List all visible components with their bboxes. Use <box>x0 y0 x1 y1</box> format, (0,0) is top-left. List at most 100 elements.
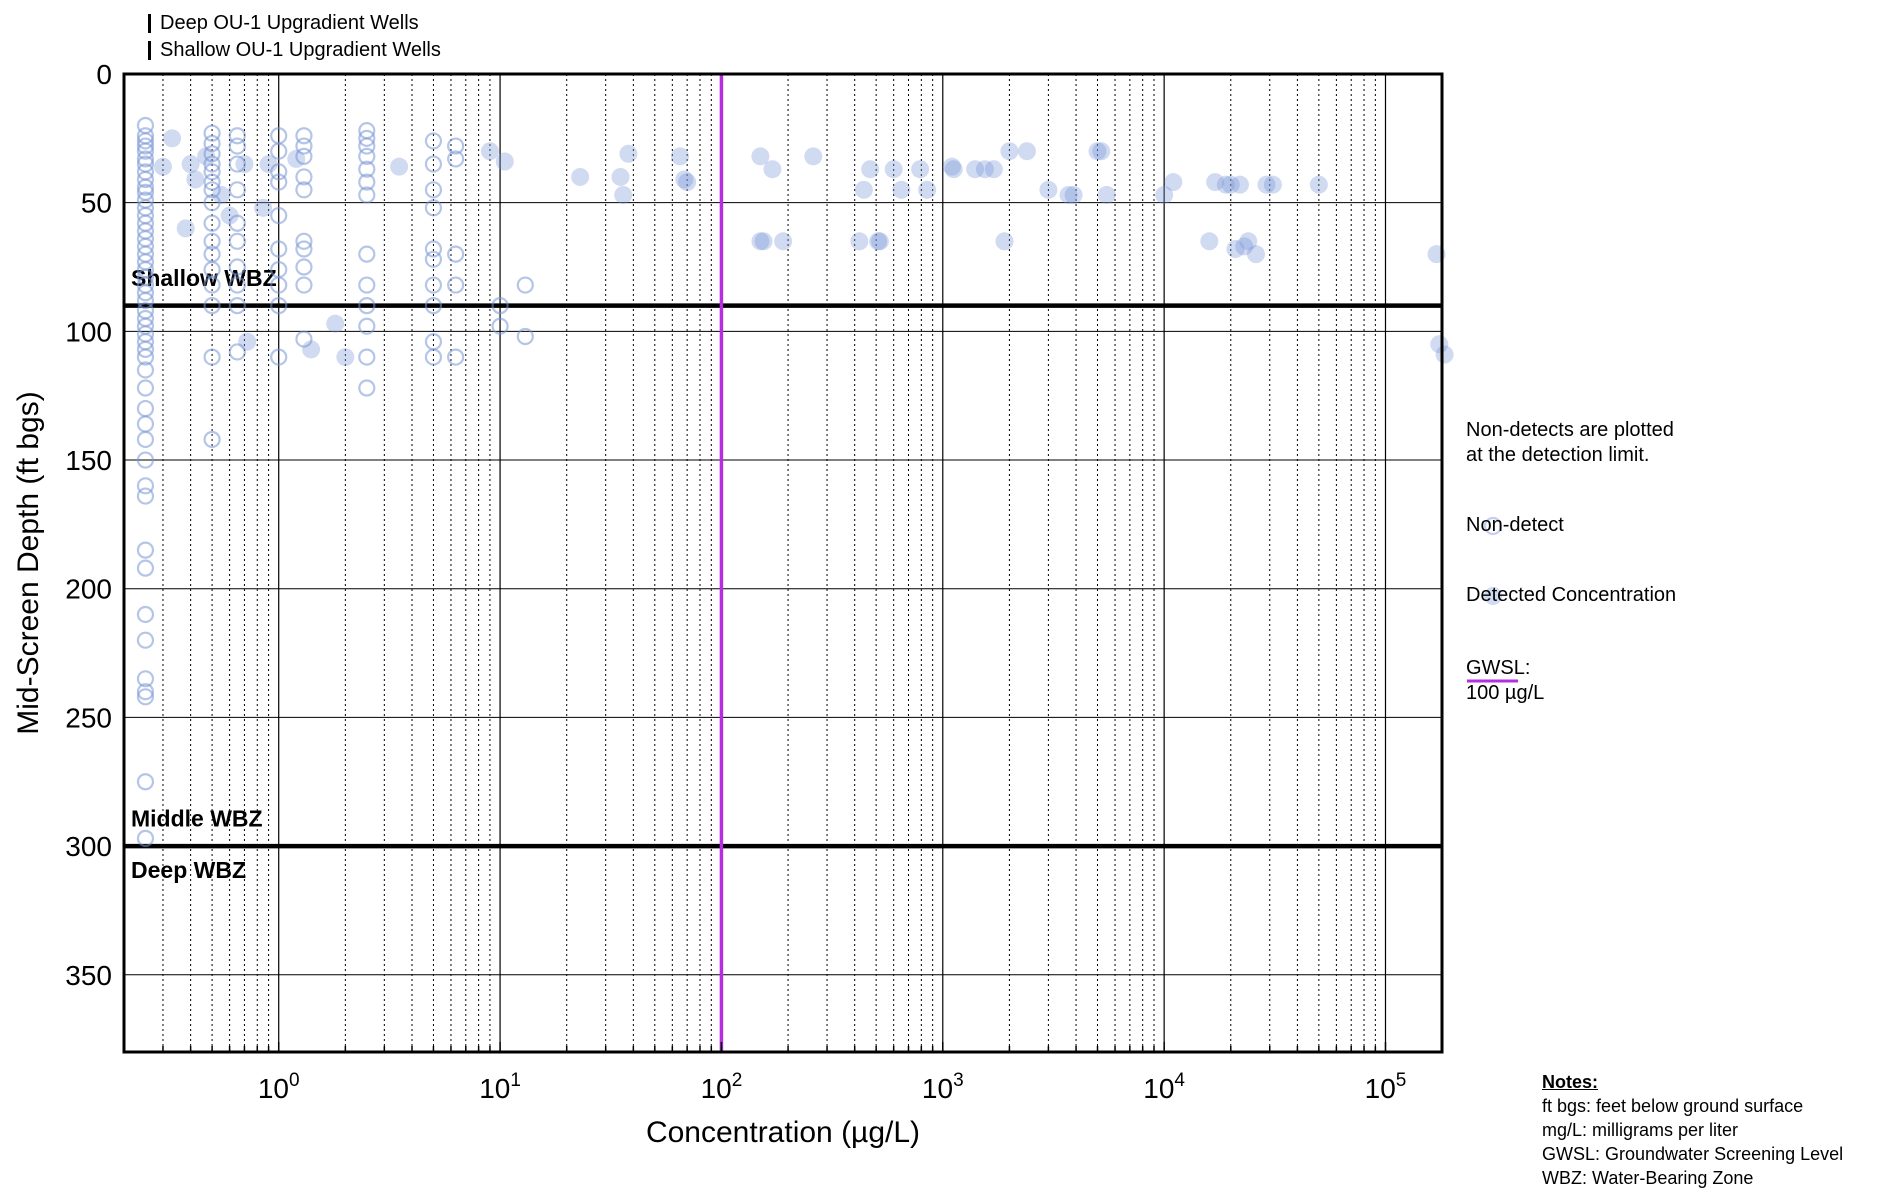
y-tick-label: 200 <box>65 574 112 605</box>
nondetect-point <box>228 343 246 361</box>
detected-point <box>911 160 930 179</box>
detected-point <box>884 160 903 179</box>
nondetect-point <box>136 430 155 449</box>
detected-point <box>918 180 937 199</box>
x-tick-label: 104 <box>1143 1070 1185 1104</box>
nondetect-point <box>358 245 376 263</box>
nondetect-point <box>203 297 221 315</box>
detected-point <box>611 167 630 186</box>
nondetect-point <box>424 132 443 150</box>
detected-point <box>751 147 770 166</box>
nondetect-point <box>136 379 155 397</box>
nondetect-point <box>424 276 443 294</box>
detected-point <box>235 155 254 174</box>
detected-point <box>1226 240 1245 259</box>
detected-point <box>966 160 985 179</box>
nondetect-point <box>203 173 221 191</box>
nondetect-point <box>203 430 221 449</box>
detected-point <box>614 185 633 204</box>
x-tick-label: 102 <box>701 1070 743 1104</box>
nondetect-point <box>270 206 288 225</box>
nondetect-point <box>136 291 155 310</box>
nondetect-point <box>136 670 155 688</box>
nondetect-point <box>228 276 246 294</box>
nondetect-point <box>136 399 155 418</box>
x-tick-label: 103 <box>922 1070 964 1104</box>
data-points <box>136 116 1454 847</box>
detected-point <box>1088 142 1107 161</box>
nondetect-point <box>203 348 221 366</box>
nondetect-point <box>358 379 376 397</box>
nondetect-point <box>136 348 155 366</box>
detected-point <box>995 232 1014 251</box>
detected-point <box>390 157 409 176</box>
legend-nondetect-label: Non-detect <box>1466 514 1564 536</box>
nondetect-point <box>358 276 376 294</box>
detected-point <box>751 232 770 251</box>
nondetect-point <box>228 127 246 145</box>
detected-point <box>1221 175 1240 194</box>
nondetect-point <box>295 168 313 186</box>
y-tick-label: 350 <box>65 960 112 991</box>
nondetect-point <box>203 181 221 199</box>
axis-ticks: 0 50 100 150 200 250 300 350 100 101 102 103 104 105 <box>65 59 1406 1104</box>
detected-point <box>259 155 278 174</box>
nondetect-point <box>270 173 288 191</box>
detected-point <box>1263 175 1282 194</box>
detected-point <box>675 170 694 189</box>
nondetect-point <box>270 163 288 181</box>
detected-point <box>163 129 182 148</box>
detected-point <box>1216 175 1235 194</box>
nondetect-point <box>424 199 443 217</box>
nondetect-point <box>228 258 246 276</box>
plot-frame <box>122 72 1444 1054</box>
detected-point <box>678 173 697 192</box>
nondetect-point <box>516 327 534 346</box>
legend-item-deep-wells: Deep OU-1 Upgradient Wells <box>148 10 441 37</box>
detected-point <box>774 232 793 251</box>
nondetect-point <box>358 147 376 165</box>
nondetect-point <box>203 214 221 232</box>
nondetect-point <box>424 348 443 366</box>
detected-point <box>754 232 773 251</box>
nondetect-point <box>203 155 221 173</box>
nondetect-point <box>136 132 155 150</box>
legend-item-shallow-wells: Shallow OU-1 Upgradient Wells <box>148 37 441 64</box>
detected-point <box>1309 175 1328 194</box>
nondetect-point <box>136 284 155 302</box>
nondetect-point <box>136 340 155 358</box>
nondetect-point <box>295 127 313 145</box>
nondetect-point <box>358 173 376 191</box>
nondetect-point <box>295 330 313 348</box>
nondetect-point <box>295 232 313 250</box>
notes-line: GWSL: Groundwater Screening Level <box>1542 1144 1844 1164</box>
nondetect-point <box>203 163 221 181</box>
detected-point <box>1435 345 1454 364</box>
legend-gwsl-label: GWSL: 100 µg/L <box>1466 656 1544 706</box>
nondetect-point <box>136 559 155 577</box>
detected-point <box>869 232 888 251</box>
legend-note-line1: Non-detects are plotted <box>1466 419 1674 441</box>
legend-note: Non-detects are plotted at the detection… <box>1466 418 1766 468</box>
detected-point <box>336 348 355 367</box>
nondetect-point <box>136 605 155 624</box>
nondetect-point <box>270 297 288 315</box>
detected-point <box>984 160 1003 179</box>
legend-nondetect-marker <box>1483 516 1503 536</box>
nondetect-point <box>424 250 443 268</box>
detected-point <box>1230 175 1249 194</box>
nondetect-point <box>358 160 376 178</box>
detected-point <box>1000 142 1019 161</box>
nondetect-point <box>136 487 155 505</box>
nondetect-point <box>270 142 288 160</box>
nondetect-point <box>358 297 376 315</box>
detected-point <box>763 160 782 179</box>
notes-block: Notes: ft bgs: feet below ground surface… <box>1542 1070 1843 1190</box>
nondetect-point <box>228 137 246 155</box>
detected-point <box>1246 245 1265 264</box>
x-tick-label: 100 <box>258 1070 300 1104</box>
nondetect-point <box>136 631 155 649</box>
legend-detected-marker <box>1484 587 1502 605</box>
detected-point <box>302 340 321 359</box>
